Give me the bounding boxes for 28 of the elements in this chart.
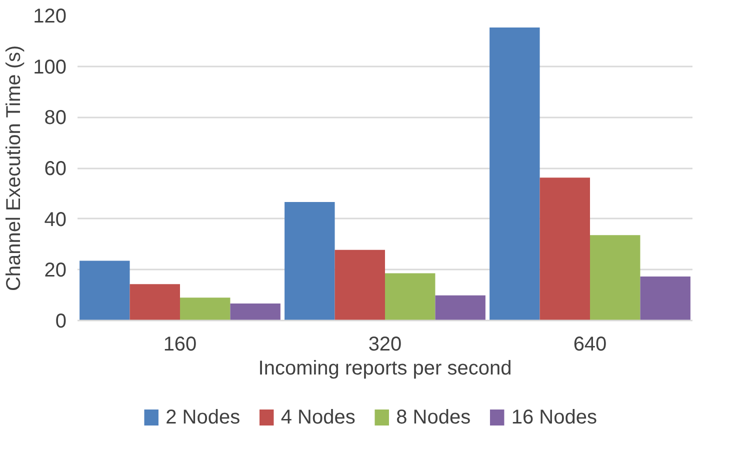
- legend-label: 8 Nodes: [396, 406, 471, 428]
- bar: [80, 260, 130, 320]
- x-axis-title: Incoming reports per second: [258, 358, 512, 380]
- legend-label: 16 Nodes: [511, 406, 597, 428]
- y-tick-label: 0: [55, 310, 66, 332]
- x-tick-label: 320: [368, 334, 402, 356]
- y-tick-label: 80: [44, 107, 67, 130]
- y-tick-label: 60: [44, 158, 67, 180]
- bar: [385, 273, 436, 320]
- bar: [284, 202, 335, 320]
- x-tick-label: 640: [573, 334, 607, 356]
- bar: [334, 250, 385, 320]
- bar: [490, 27, 540, 320]
- x-tick-label: 160: [163, 334, 197, 356]
- y-tick-label: 20: [44, 260, 67, 282]
- legend-label: 2 Nodes: [166, 406, 240, 428]
- bar: [640, 276, 690, 320]
- bar: [230, 303, 280, 320]
- y-tick-label: 100: [33, 56, 67, 78]
- legend-label: 4 Nodes: [280, 406, 356, 428]
- bar: [590, 235, 640, 320]
- y-tick-label: 120: [33, 6, 67, 28]
- y-tick-label: 40: [44, 208, 67, 231]
- bar: [180, 298, 230, 320]
- bar: [130, 284, 180, 320]
- bar: [540, 178, 590, 320]
- bar: [435, 295, 486, 320]
- y-axis-title: Channel Execution Time (s): [3, 45, 26, 292]
